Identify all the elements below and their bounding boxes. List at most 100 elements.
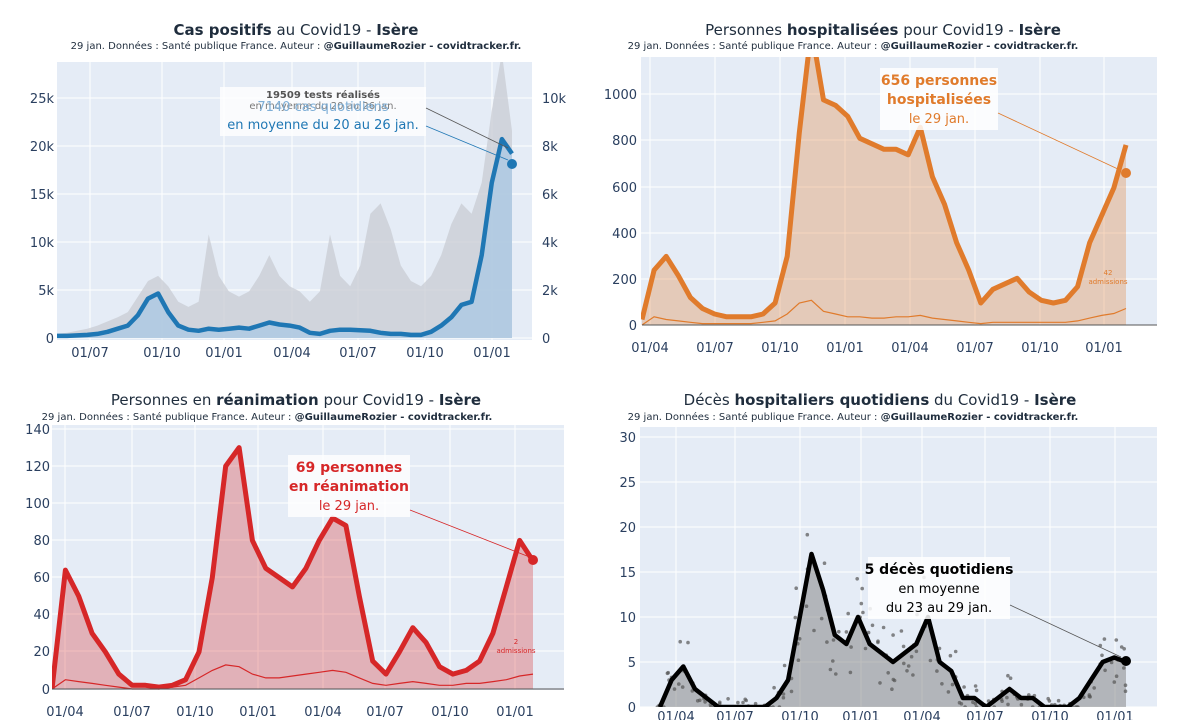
icu-line [52, 445, 536, 690]
daily-death-dot [680, 685, 685, 689]
daily-death-dot [1119, 645, 1124, 649]
daily-death-dot [866, 630, 871, 635]
chart-title: Personnes hospitalisées pour Covid19 - I… [705, 21, 1061, 39]
daily-death-dot [703, 700, 707, 704]
y-tick-label: 25k [30, 92, 55, 107]
daily-death-dot [901, 644, 906, 649]
y-tick-label: 120 [25, 460, 50, 475]
hospitalised-line [641, 57, 1129, 321]
subtitle-normal: 29 jan. Données : Santé publique France.… [42, 411, 295, 423]
daily-death-dot [825, 640, 829, 644]
daily-death-dot [782, 663, 787, 668]
y-tick-label: 1000 [604, 88, 637, 103]
daily-death-dot [846, 611, 850, 616]
daily-death-dot [863, 646, 868, 651]
x-tick-label: 01/04 [273, 346, 310, 361]
y-ticks: 0 5 10 15 20 25 30 [619, 431, 636, 716]
y-tick-label: 200 [612, 273, 637, 288]
annotation-line3: le 29 jan. [909, 112, 969, 127]
daily-death-dot [1056, 698, 1061, 703]
subtitle-bold: @GuillaumeRozier - covidtracker.fr. [295, 412, 493, 423]
y-tick-label: 0 [542, 332, 550, 347]
daily-death-dot [948, 653, 953, 658]
last-value-marker [1121, 656, 1131, 666]
tests-area [57, 62, 512, 338]
chart-subtitle: 29 jan. Données : Santé publique France.… [42, 411, 493, 423]
y-tick-label: 10 [619, 611, 636, 626]
daily-death-dot [1008, 676, 1013, 680]
subtitle-normal: 29 jan. Données : Santé publique France.… [628, 40, 881, 52]
daily-death-dot [1102, 637, 1107, 641]
x-tick-label: 01/01 [1085, 341, 1122, 356]
annotation-arrow [1009, 604, 1122, 658]
y-tick-label: 2k [542, 284, 558, 299]
y-tick-label: 60 [33, 571, 50, 586]
x-tick-label: 01/10 [781, 710, 818, 720]
annotation-box [868, 557, 1010, 619]
admissions-label: admissions [1088, 278, 1127, 286]
chart-title: Cas positifs au Covid19 - Isère [174, 21, 419, 39]
chart-subtitle: 29 jan. Données : Santé publique France.… [71, 40, 522, 52]
daily-death-dot [1005, 695, 1009, 700]
x-ticks: 01/04 01/07 01/10 01/01 01/04 01/07 01/10 01/01 [657, 710, 1133, 720]
daily-death-dot [1098, 643, 1103, 648]
title-normal2: pour Covid19 - [319, 391, 439, 409]
daily-death-dot [1006, 673, 1010, 678]
cases-line [57, 136, 514, 339]
cases-area [57, 139, 512, 338]
daily-death-dot [1103, 668, 1107, 673]
chart-reanimation: Personnes en réanimation pour Covid19 - … [25, 391, 564, 720]
chart-cas-positifs: Cas positifs au Covid19 - Isère 29 jan. … [30, 21, 567, 361]
daily-death-dot [953, 649, 958, 654]
daily-death-dot [812, 628, 816, 633]
daily-death-dot [794, 586, 798, 590]
daily-death-dot [1006, 702, 1010, 707]
y-tick-label: 4k [542, 236, 558, 251]
x-tick-label: 01/07 [966, 710, 1003, 720]
y-tick-label: 15 [619, 566, 636, 581]
y-tick-label: 80 [33, 534, 50, 549]
x-tick-label: 01/10 [761, 341, 798, 356]
daily-death-dot [1114, 674, 1119, 678]
daily-death-dot [831, 638, 836, 642]
chart-title: Personnes en réanimation pour Covid19 - … [111, 391, 481, 409]
daily-death-dot [1114, 638, 1119, 642]
y-tick-label: 20 [619, 521, 636, 536]
daily-death-dot [971, 700, 975, 705]
y-tick-label: 0 [629, 319, 637, 334]
x-tick-label: 01/07 [113, 705, 150, 720]
admissions-value: 42 [1104, 269, 1113, 277]
subtitle-normal: 29 jan. Données : Santé publique France.… [71, 40, 324, 52]
daily-death-dot [1123, 689, 1128, 693]
y-tick-label: 600 [612, 181, 637, 196]
annotation-cases-line1: 7140 cas quotidiens [257, 100, 388, 115]
daily-death-dot [886, 671, 890, 675]
daily-death-dot [793, 615, 798, 620]
daily-death-dot [878, 681, 882, 685]
title-place: Isère [1019, 21, 1061, 39]
daily-death-dot [974, 705, 979, 707]
daily-death-dot [950, 682, 955, 687]
x-tick-label: 01/10 [1021, 341, 1058, 356]
daily-death-dot [962, 685, 966, 689]
deaths-area [660, 554, 1126, 707]
title-normal: Décès [684, 391, 735, 409]
hospitalised-area [642, 57, 1126, 325]
y-tick-label: 0 [42, 683, 50, 698]
x-tick-label: 01/01 [205, 346, 242, 361]
x-tick-label: 01/07 [71, 346, 108, 361]
annotation-line3: du 23 au 29 jan. [886, 601, 992, 616]
annotation-box [220, 87, 426, 136]
subtitle-bold: @GuillaumeRozier - covidtracker.fr. [324, 41, 522, 52]
daily-death-dot [804, 604, 809, 608]
y-tick-label: 400 [612, 227, 637, 242]
annotation-cases-line2: en moyenne du 20 au 26 jan. [227, 118, 419, 133]
daily-death-dot [1109, 660, 1114, 665]
daily-death-dot [1019, 702, 1024, 707]
x-tick-label: 01/01 [473, 346, 510, 361]
daily-death-dot [906, 664, 911, 668]
title-bold: réanimation [216, 391, 319, 409]
x-tick-label: 01/04 [631, 341, 668, 356]
daily-death-dot [831, 659, 835, 663]
